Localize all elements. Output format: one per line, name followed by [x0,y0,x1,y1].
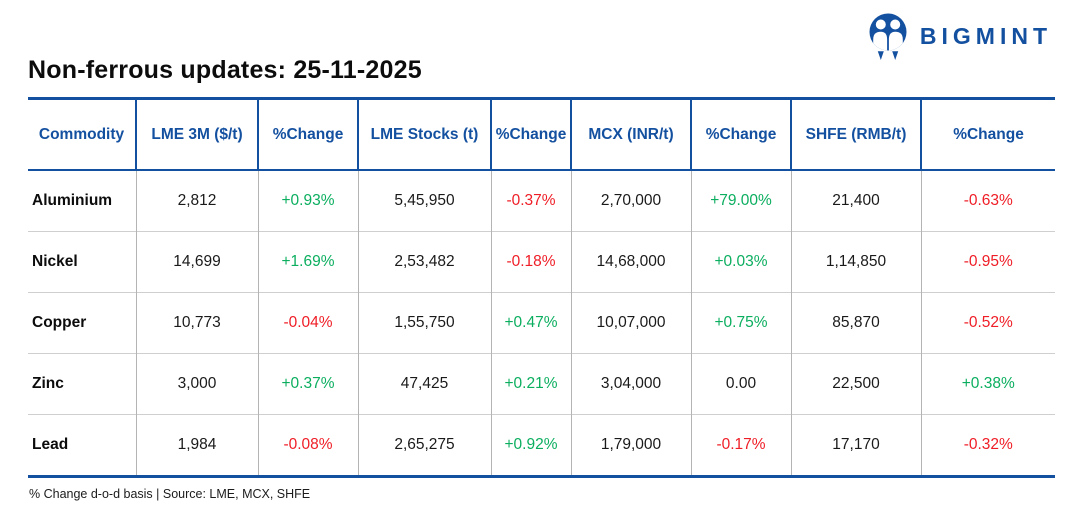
column-header-mcx-change: %Change [690,98,791,171]
mcx-change-cell: +0.75% [690,292,791,354]
commodity-cell: Copper [28,292,136,354]
mcx-cell: 10,07,000 [570,292,691,354]
column-header-lme-stocks-change: %Change [490,98,571,171]
mcx-cell: 3,04,000 [570,353,691,415]
shfe-change-cell: +0.38% [920,353,1055,415]
lme-3m-change-cell: -0.04% [257,292,358,354]
source-note: % Change d-o-d basis | Source: LME, MCX,… [29,487,311,501]
brand-logo: BIGMINT [865,12,1052,60]
mcx-change-cell: +79.00% [690,170,791,232]
lme-stocks-cell: 2,53,482 [357,231,491,293]
column-header-commodity: Commodity [28,98,136,171]
commodity-table: Commodity LME 3M ($/t) %Change LME Stock… [28,97,1055,478]
commodity-cell: Zinc [28,353,136,415]
header-row: Commodity LME 3M ($/t) %Change LME Stock… [28,98,1055,171]
brand-name: BIGMINT [919,22,1052,49]
column-header-mcx: MCX (INR/t) [570,98,691,171]
lme-stocks-change-cell: -0.37% [490,170,571,232]
lme-3m-change-cell: +0.37% [257,353,358,415]
table-row: Zinc 3,000 +0.37% 47,425 +0.21% 3,04,000… [28,353,1055,415]
commodity-cell: Aluminium [32,192,113,209]
column-header-lme-3m-change: %Change [257,98,358,171]
table-row: Nickel 14,699 +1.69% 2,53,482 -0.18% 14,… [28,231,1055,293]
column-header-shfe-change: %Change [920,98,1055,171]
commodity-cell: Nickel [28,231,136,293]
shfe-change-cell: -0.52% [920,292,1055,354]
lme-stocks-cell: 1,55,750 [357,292,491,354]
shfe-change-cell: -0.95% [920,231,1055,293]
table-row: Lead 1,984 -0.08% 2,65,275 +0.92% 1,79,0… [28,414,1055,477]
shfe-cell: 21,400 [790,170,921,232]
column-header-lme-stocks: LME Stocks (t) [357,98,491,171]
lme-stocks-cell: 47,425 [357,353,491,415]
shfe-cell: 17,170 [790,414,921,477]
lme-stocks-cell: 5,45,950 [357,170,491,232]
page-title: Non-ferrous updates: 25-11-2025 [28,56,422,84]
lme-3m-cell: 1,984 [135,414,258,477]
lme-3m-cell: 3,000 [135,353,258,415]
mcx-change-cell: -0.17% [690,414,791,477]
lme-3m-cell: 10,773 [135,292,258,354]
shfe-change-cell: -0.63% [920,170,1055,232]
bigmint-logo-icon [869,13,907,60]
table-row: Copper 10,773 -0.04% 1,55,750 +0.47% 10,… [28,292,1055,354]
lme-stocks-cell: 2,65,275 [357,414,491,477]
shfe-cell: 1,14,850 [790,231,921,293]
mcx-cell: 14,68,000 [570,231,691,293]
lme-3m-change-cell: +1.69% [257,231,358,293]
commodity-cell: Lead [28,414,136,477]
table-row: Aluminium 2,812 +0.93% 5,45,950 -0.37% 2… [28,170,1055,232]
lme-stocks-change-cell: +0.92% [490,414,571,477]
shfe-change-cell: -0.32% [920,414,1055,477]
lme-3m-cell: 2,812 [135,170,258,232]
shfe-cell: 85,870 [790,292,921,354]
lme-3m-cell: 14,699 [135,231,258,293]
lme-stocks-change-cell: +0.21% [490,353,571,415]
column-header-shfe: SHFE (RMB/t) [790,98,921,171]
mcx-change-cell: +0.03% [690,231,791,293]
mcx-cell: 2,70,000 [570,170,691,232]
lme-3m-change-cell: +0.93% [257,170,358,232]
shfe-cell: 22,500 [790,353,921,415]
lme-stocks-change-cell: +0.47% [490,292,571,354]
column-header-lme-3m: LME 3M ($/t) [135,98,258,171]
lme-stocks-change-cell: -0.18% [490,231,571,293]
lme-3m-change-cell: -0.08% [257,414,358,477]
mcx-cell: 1,79,000 [570,414,691,477]
mcx-change-cell: 0.00 [690,353,791,415]
